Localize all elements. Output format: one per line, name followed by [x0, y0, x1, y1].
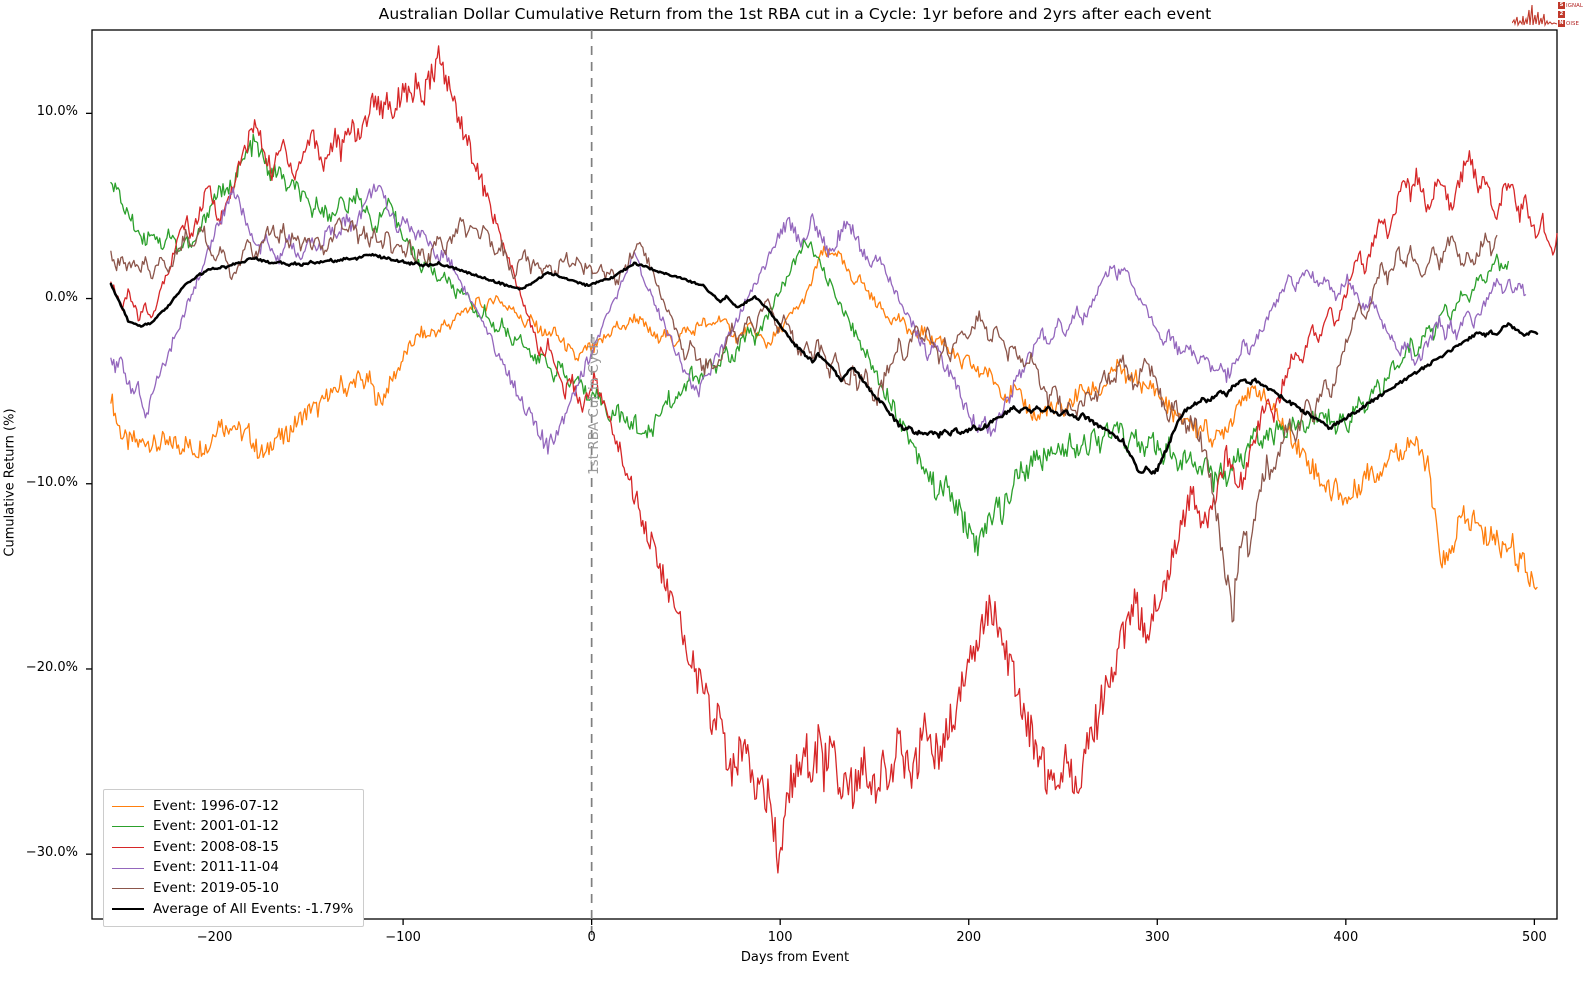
logo-text-signal: IGNAL — [1566, 2, 1583, 9]
x-tick-label: −200 — [196, 930, 233, 945]
series-line — [110, 217, 1498, 623]
x-tick-label: 0 — [587, 930, 596, 945]
legend[interactable]: Event: 1996-07-12 Event: 2001-01-12 Event:… — [103, 789, 365, 927]
logo-noise: N OISE — [1558, 20, 1579, 27]
axes-ticks — [86, 112, 1536, 925]
y-tick-label: −20.0% — [25, 659, 78, 675]
page-title: Australian Dollar Cumulative Return from… — [378, 5, 1212, 23]
x-tick-label: −100 — [385, 930, 421, 945]
x-tick-label: 400 — [1333, 930, 1359, 945]
y-tick-label: −10.0% — [25, 474, 78, 490]
legend-item[interactable]: Event: 2001-01-12 — [112, 817, 353, 838]
legend-item[interactable]: Event: 2011-11-04 — [112, 858, 353, 879]
x-tick-label: 500 — [1521, 930, 1547, 945]
brand-logo: S IGNAL 2 N OISE — [1512, 0, 1588, 34]
series-line — [110, 245, 1538, 590]
series-line — [109, 252, 1539, 475]
x-tick-label: 300 — [1144, 930, 1170, 945]
legend-item[interactable]: Event: 1996-07-12 — [112, 796, 353, 817]
series-line — [110, 183, 1527, 455]
legend-swatch — [112, 908, 144, 911]
legend-label: Event: 1996-07-12 — [153, 797, 279, 814]
legend-swatch — [112, 826, 144, 828]
logo-text-noise: OISE — [1566, 20, 1580, 27]
series-lines — [109, 45, 1558, 874]
waveform-icon — [1512, 4, 1558, 27]
legend-item[interactable]: Event: 2019-05-10 — [112, 878, 353, 899]
legend-label: Event: 2019-05-10 — [153, 879, 279, 896]
legend-item[interactable]: Event: 2008-08-15 — [112, 837, 353, 858]
x-tick-label: 200 — [956, 930, 982, 945]
y-axis-label: Cumulative Return (%) — [2, 408, 18, 557]
logo-signal: S IGNAL — [1558, 2, 1583, 9]
legend-swatch — [112, 888, 144, 890]
axes-spines — [91, 29, 1558, 920]
legend-item[interactable]: Average of All Events: -1.79% — [112, 899, 353, 920]
logo-cap-2: 2 — [1558, 11, 1565, 18]
y-tick-label: −30.0% — [25, 845, 78, 861]
logo-cap-s: S — [1558, 2, 1565, 9]
y-tick-label: 10.0% — [36, 104, 78, 120]
legend-label: Event: 2008-08-15 — [153, 838, 279, 855]
series-line — [110, 133, 1509, 557]
y-tick-label: 0.0% — [44, 289, 78, 305]
legend-label: Average of All Events: -1.79% — [153, 900, 354, 917]
legend-swatch — [112, 867, 144, 869]
event-vline-label: 1st RBA Cut in Cycle — [585, 336, 602, 475]
legend-swatch — [112, 805, 144, 807]
legend-label: Event: 2001-01-12 — [153, 818, 279, 835]
legend-swatch — [112, 846, 144, 848]
x-axis-label: Days from Event — [740, 950, 850, 965]
series-line — [110, 45, 1558, 874]
logo-cap-n: N — [1558, 20, 1565, 27]
x-tick-label: 100 — [767, 930, 793, 945]
logo-two: 2 — [1558, 11, 1566, 18]
legend-label: Event: 2011-11-04 — [153, 859, 279, 876]
